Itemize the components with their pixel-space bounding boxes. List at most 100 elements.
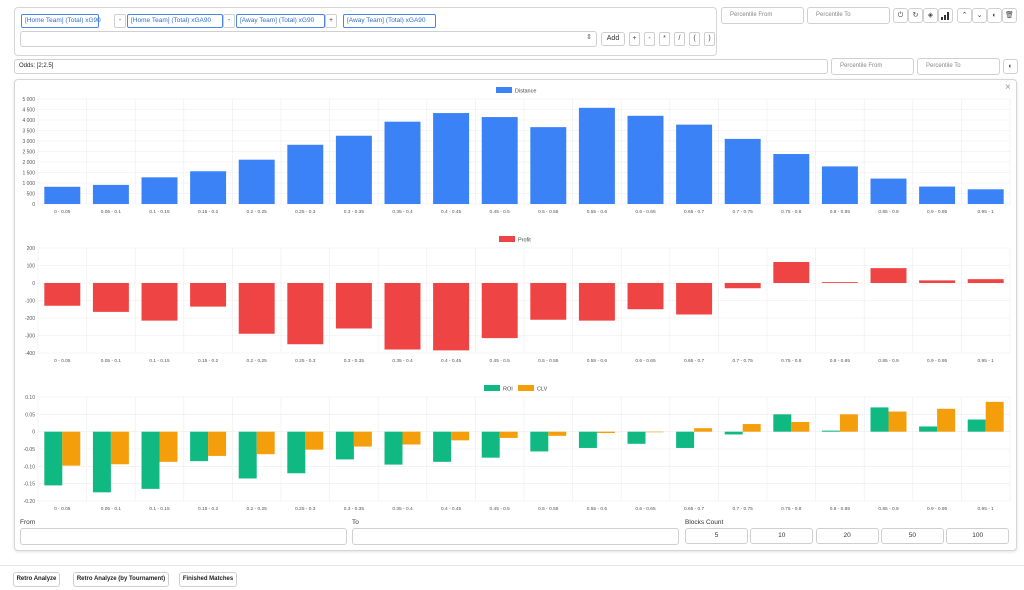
move-up-button[interactable]: ⌃: [957, 8, 972, 23]
from-input[interactable]: [20, 528, 347, 545]
layers-button[interactable]: ◈: [923, 8, 938, 23]
x-tick-label: 0.2 - 0.25: [247, 358, 268, 364]
operator-button[interactable]: /: [674, 32, 685, 46]
operator-button[interactable]: (: [689, 32, 700, 46]
delete-button[interactable]: 🗑: [1002, 8, 1017, 23]
profit-bar: [821, 282, 858, 283]
formula-field-token[interactable]: [Away Team] (Total) xGA90: [343, 14, 436, 28]
power-icon: ⏻: [897, 12, 904, 19]
profit-bar: [384, 283, 421, 350]
power-button[interactable]: ⏻: [893, 8, 908, 23]
x-tick-label: 0.75 - 0.8: [781, 358, 802, 364]
formula-operator-token[interactable]: -: [223, 14, 235, 28]
formula-field-token[interactable]: [Away Team] (Total) xG90: [236, 14, 325, 28]
x-tick-label: 0.7 - 0.75: [733, 209, 754, 215]
formula-operator-token[interactable]: +: [325, 14, 337, 28]
y-tick-label: -200: [25, 316, 35, 322]
roi-bar: [287, 431, 306, 474]
distance-bar: [627, 115, 664, 204]
x-tick-label: 0.25 - 0.3: [295, 358, 316, 364]
distance-bar: [92, 184, 129, 204]
bottom-button[interactable]: Retro Analyze (by Tournament): [73, 572, 169, 587]
charts-svg: 5 000 4 500 4 000 3 500 3 000 2 500 2 000 1 500…: [22, 87, 1011, 512]
from-label: From: [20, 519, 36, 526]
x-tick-label: 0.4 - 0.45: [441, 506, 462, 512]
x-tick-label: 0.95 - 1: [978, 358, 995, 364]
x-tick-label: 0.65 - 0.7: [684, 506, 705, 512]
odds-input[interactable]: Odds: [2;2.5]: [14, 59, 828, 74]
operator-button[interactable]: -: [644, 32, 655, 46]
blocks-count-option[interactable]: 20: [815, 528, 879, 544]
distance-bar: [287, 144, 324, 204]
x-tick-label: 0.75 - 0.8: [781, 506, 802, 512]
x-tick-label: 0.9 - 0.95: [927, 506, 948, 512]
x-tick-label: 0.9 - 0.95: [927, 358, 948, 364]
blocks-count-option[interactable]: 50: [880, 528, 944, 544]
chart-button[interactable]: [938, 8, 953, 23]
y-tick-label: 1 000: [22, 181, 35, 187]
operator-button[interactable]: *: [659, 32, 670, 46]
move-down-button[interactable]: ⌄: [972, 8, 987, 23]
y-tick-label: 2 000: [22, 160, 35, 166]
x-tick-label: 0.5 - 0.55: [538, 358, 559, 364]
to-input[interactable]: [352, 528, 679, 545]
profit-bar: [627, 283, 664, 310]
clv-bar: [208, 431, 227, 456]
blocks-count-option[interactable]: 5: [685, 528, 748, 544]
y-tick-label: -300: [25, 334, 35, 340]
formula-operator-token[interactable]: -: [114, 14, 126, 28]
operator-button[interactable]: +: [629, 32, 640, 46]
formula-field-token[interactable]: [Home Team] (Total) xG90: [21, 14, 101, 28]
close-icon[interactable]: ×: [1005, 82, 1011, 93]
x-tick-label: 0.85 - 0.9: [878, 506, 899, 512]
profit-bar: [190, 283, 227, 307]
x-tick-label: 0.3 - 0.35: [344, 506, 365, 512]
distance-bar: [481, 117, 518, 204]
bottom-button[interactable]: Retro Analyze: [13, 572, 60, 587]
clv-bar: [62, 431, 81, 466]
y-tick-label: 3 500: [22, 129, 35, 135]
formula-select[interactable]: ⇕: [20, 31, 597, 47]
legend-swatch: [496, 87, 512, 93]
bottom-button[interactable]: Finished Matches: [179, 572, 237, 587]
add-button[interactable]: Add: [601, 32, 625, 46]
percentile-to-input[interactable]: Percentile To: [807, 7, 890, 24]
x-tick-label: 0.7 - 0.75: [733, 506, 754, 512]
operator-button[interactable]: ): [704, 32, 715, 46]
roi-bar: [676, 431, 695, 448]
distance-bar: [335, 135, 372, 204]
odds-palette-button[interactable]: ◐: [1003, 59, 1018, 74]
roi-bar: [821, 430, 840, 432]
roi-bar: [481, 431, 500, 458]
x-tick-label: 0.1 - 0.15: [149, 506, 170, 512]
legend-swatch: [484, 385, 500, 391]
percentile-to-placeholder: Percentile To: [816, 12, 851, 18]
y-tick-label: 3 000: [22, 139, 35, 145]
clv-bar: [791, 421, 810, 432]
layers-icon: ◈: [927, 12, 934, 19]
roi-bar: [627, 431, 646, 444]
odds-percentile-to-input[interactable]: Percentile To: [917, 58, 1000, 75]
distance-bar: [238, 159, 275, 204]
distance-bar: [190, 171, 227, 204]
blocks-count-option[interactable]: 100: [946, 528, 1010, 544]
roi-bar: [724, 431, 743, 435]
clv-bar: [888, 411, 907, 432]
clv-bar: [839, 414, 858, 432]
blocks-count-option[interactable]: 10: [750, 528, 814, 544]
clv-bar: [159, 431, 178, 462]
y-tick-label: 100: [27, 264, 36, 270]
roi-bar: [92, 431, 111, 493]
x-tick-label: 0.3 - 0.35: [344, 358, 365, 364]
odds-percentile-from-input[interactable]: Percentile From: [831, 58, 914, 75]
formula-field-token[interactable]: [Home Team] (Total) xGA90: [127, 14, 223, 28]
distance-bar: [676, 124, 713, 204]
x-tick-label: 0.05 - 0.1: [101, 358, 122, 364]
refresh-button[interactable]: ↻: [908, 8, 923, 23]
profit-bar: [724, 283, 761, 289]
y-tick-label: 500: [27, 192, 36, 198]
odds-value: Odds: [2;2.5]: [19, 63, 54, 69]
profit-bar: [44, 283, 81, 306]
palette-button[interactable]: ◐: [987, 8, 1002, 23]
percentile-from-input[interactable]: Percentile From: [721, 7, 804, 24]
